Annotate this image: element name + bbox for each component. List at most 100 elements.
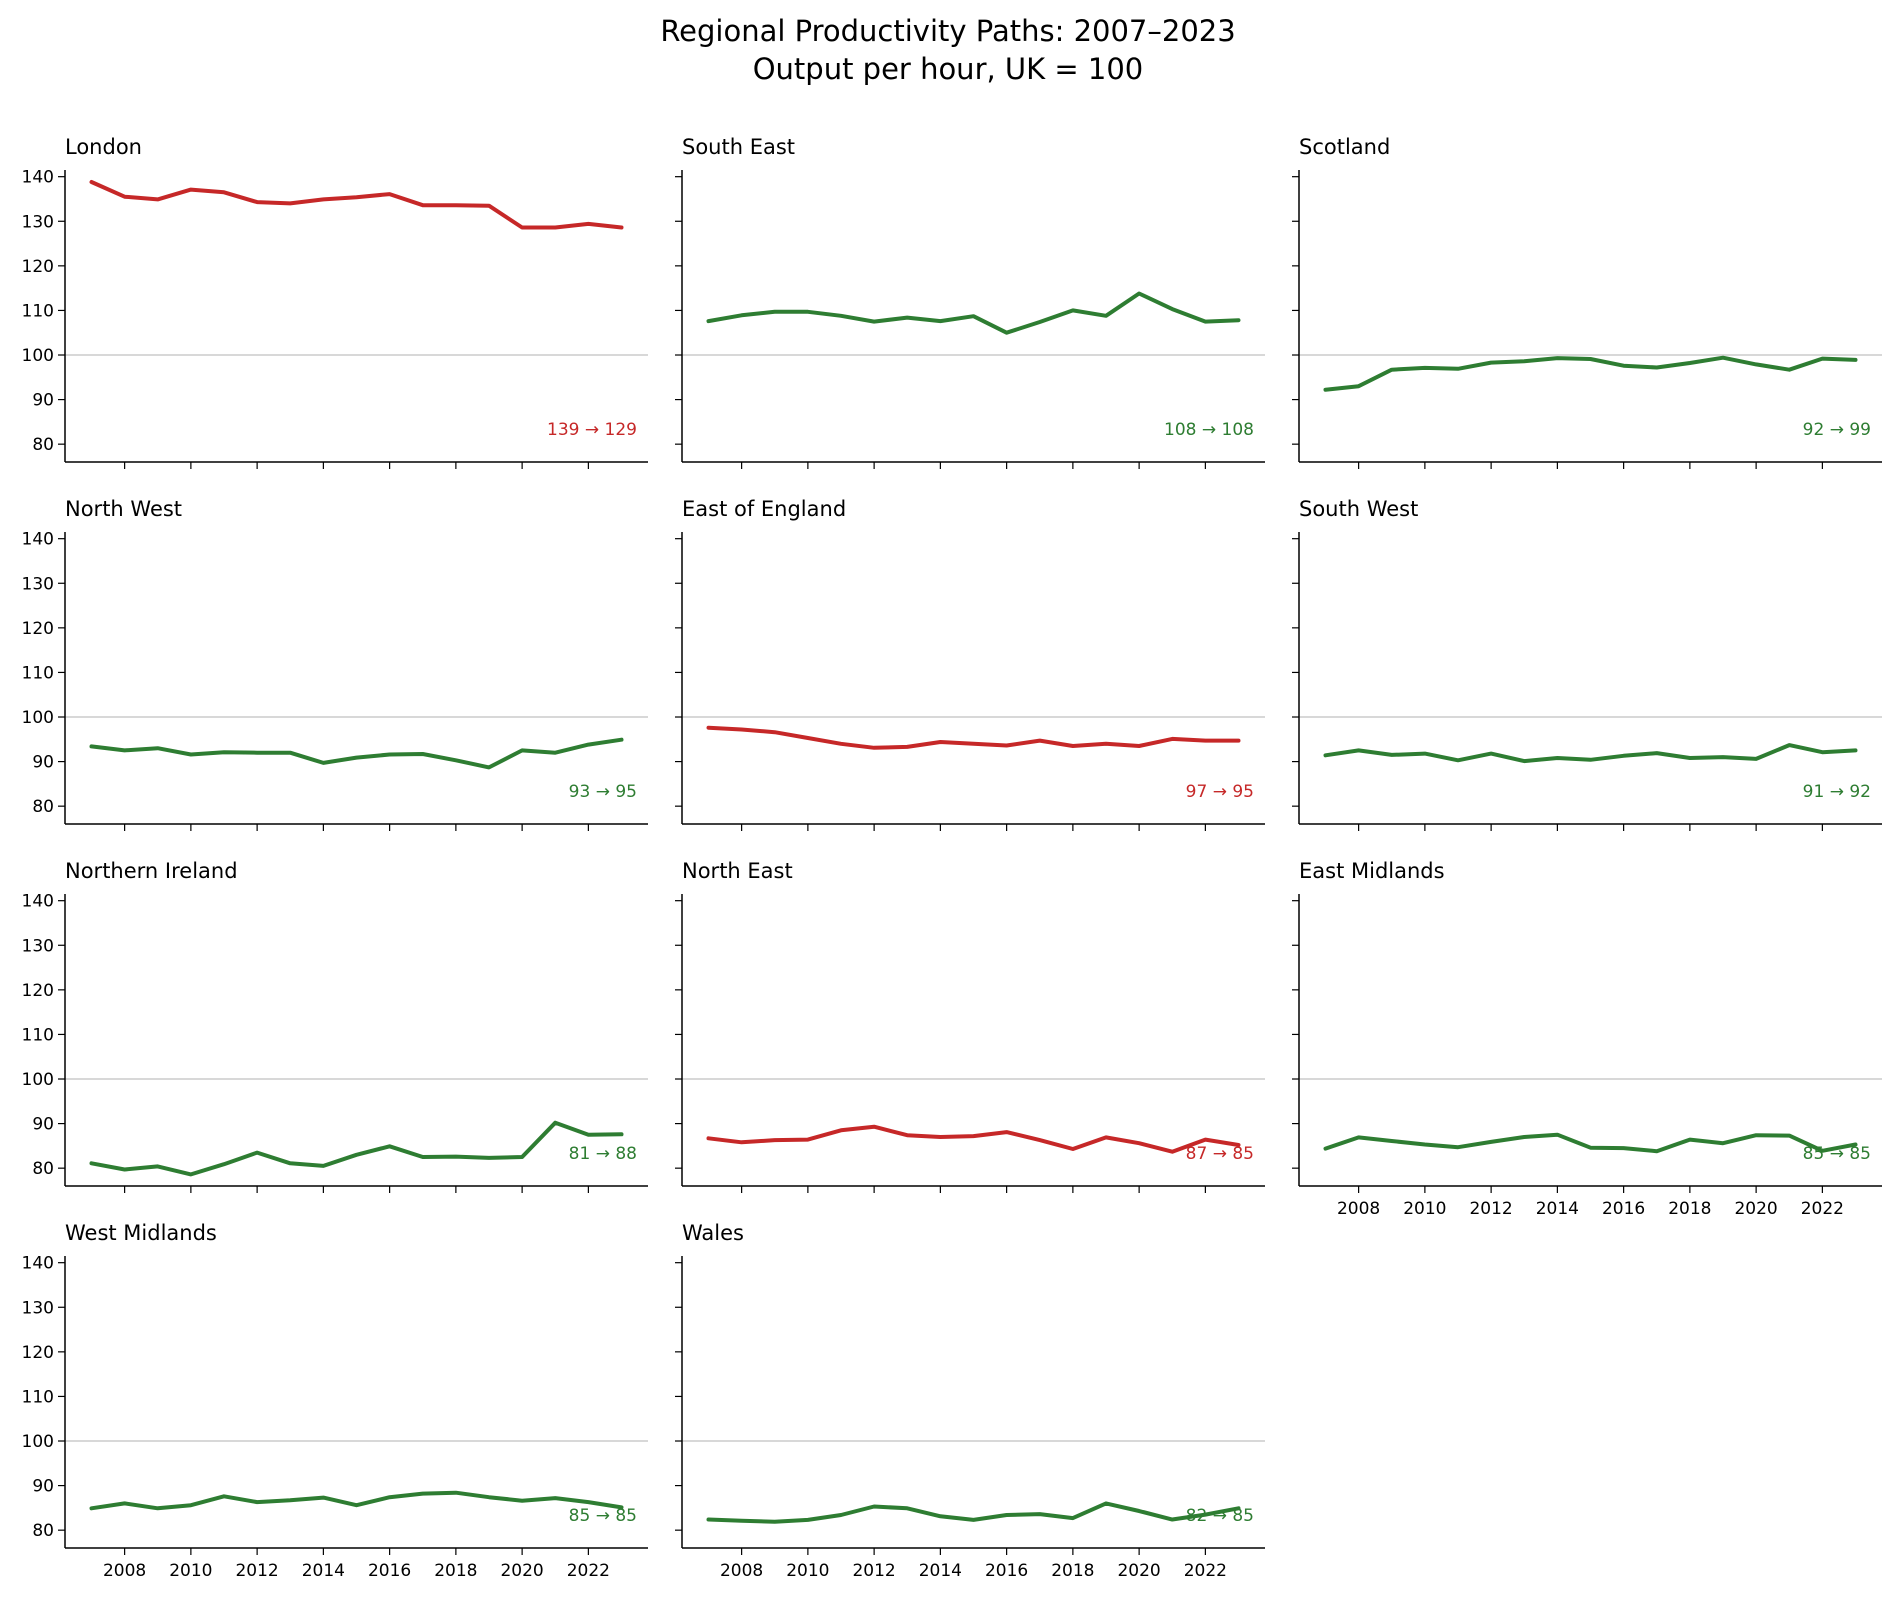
- panel-scotland: Scotland 92 → 99: [1292, 135, 1882, 469]
- x-tick-label: 2014: [1536, 1199, 1579, 1219]
- panel-title: South East: [682, 135, 795, 159]
- y-tick-label: 100: [22, 708, 54, 728]
- y-tick-label: 110: [22, 301, 54, 321]
- y-tick-label: 90: [32, 753, 54, 773]
- x-tick-label: 2020: [1734, 1199, 1777, 1219]
- x-tick-label: 2014: [302, 1561, 345, 1581]
- panel-south-west: South West 91 → 92: [1292, 497, 1882, 831]
- series-line-south-west: [1323, 743, 1858, 764]
- y-tick-label: 80: [32, 797, 54, 817]
- y-tick-label: 80: [32, 1521, 54, 1541]
- y-tick-label: 90: [32, 1477, 54, 1497]
- panel-north-west: North West 80 90 100 110 120 130 140 93 → 95: [22, 497, 648, 831]
- series-line-east-of-england: [706, 725, 1241, 750]
- panel-title: West Midlands: [65, 1221, 217, 1245]
- panel-title: Northern Ireland: [65, 859, 238, 883]
- change-label: 108 → 108: [1164, 420, 1254, 440]
- series-line-northern-ireland: [89, 1120, 624, 1177]
- x-tick-label: 2010: [1403, 1199, 1446, 1219]
- panels-group: London 80 90 100 110 120 130 140 139 → 129 South …: [22, 135, 1882, 1581]
- change-label: 92 → 99: [1803, 420, 1871, 440]
- change-label: 81 → 88: [569, 1144, 637, 1164]
- panel-title: South West: [1299, 497, 1418, 521]
- series-line-north-east: [706, 1124, 1241, 1154]
- change-label: 85 → 85: [1803, 1144, 1871, 1164]
- panel-london: London 80 90 100 110 120 130 140 139 → 129: [22, 135, 648, 469]
- y-tick-label: 140: [22, 892, 54, 912]
- y-tick-label: 130: [22, 1298, 54, 1318]
- x-tick-label: 2018: [1668, 1199, 1711, 1219]
- panel-title: London: [65, 135, 142, 159]
- x-tick-label: 2016: [1602, 1199, 1645, 1219]
- x-tick-label: 2022: [567, 1561, 610, 1581]
- y-tick-label: 130: [22, 574, 54, 594]
- y-tick-label: 140: [22, 530, 54, 550]
- change-label: 82 → 85: [1186, 1506, 1254, 1526]
- series-line-west-midlands: [89, 1490, 624, 1511]
- x-tick-label: 2010: [169, 1561, 212, 1581]
- y-tick-label: 120: [22, 981, 54, 1001]
- change-label: 85 → 85: [569, 1506, 637, 1526]
- x-tick-label: 2008: [1337, 1199, 1380, 1219]
- change-label: 139 → 129: [547, 420, 637, 440]
- series-line-london: [89, 180, 624, 230]
- y-tick-label: 100: [22, 346, 54, 366]
- y-tick-label: 80: [32, 435, 54, 455]
- y-tick-label: 140: [22, 168, 54, 188]
- y-tick-label: 90: [32, 1115, 54, 1135]
- x-tick-label: 2020: [1117, 1561, 1160, 1581]
- y-tick-label: 110: [22, 1025, 54, 1045]
- y-tick-label: 100: [22, 1070, 54, 1090]
- x-tick-label: 2018: [434, 1561, 477, 1581]
- change-label: 87 → 85: [1186, 1144, 1254, 1164]
- x-tick-label: 2012: [852, 1561, 895, 1581]
- x-tick-label: 2020: [500, 1561, 543, 1581]
- change-label: 91 → 92: [1803, 782, 1871, 802]
- series-line-east-midlands: [1323, 1132, 1858, 1154]
- chart-title: Regional Productivity Paths: 2007–2023: [660, 14, 1235, 48]
- x-tick-label: 2018: [1051, 1561, 1094, 1581]
- x-tick-label: 2022: [1184, 1561, 1227, 1581]
- x-tick-label: 2022: [1801, 1199, 1844, 1219]
- y-tick-label: 130: [22, 936, 54, 956]
- chart-subtitle: Output per hour, UK = 100: [753, 52, 1144, 86]
- panel-northern-ireland: Northern Ireland 80 90 100 110 120 130 140 81 → …: [22, 859, 648, 1193]
- y-tick-label: 100: [22, 1432, 54, 1452]
- panel-title: North East: [682, 859, 793, 883]
- panel-wales: Wales 2008 2010 2012 2014 2016 2018 2020 2022 82 …: [675, 1221, 1265, 1581]
- panel-north-east: North East 87 → 85: [675, 859, 1265, 1193]
- panel-title: East of England: [682, 497, 846, 521]
- series-line-scotland: [1323, 355, 1858, 392]
- x-tick-label: 2014: [919, 1561, 962, 1581]
- y-tick-label: 120: [22, 1343, 54, 1363]
- series-line-south-east: [706, 291, 1241, 335]
- y-tick-label: 130: [22, 212, 54, 232]
- panel-title: Wales: [682, 1221, 744, 1245]
- y-tick-label: 110: [22, 663, 54, 683]
- panel-title: North West: [65, 497, 182, 521]
- x-tick-label: 2012: [235, 1561, 278, 1581]
- y-tick-label: 80: [32, 1159, 54, 1179]
- y-tick-label: 110: [22, 1387, 54, 1407]
- x-tick-label: 2012: [1469, 1199, 1512, 1219]
- panel-title: Scotland: [1299, 135, 1390, 159]
- panel-title: East Midlands: [1299, 859, 1445, 883]
- panel-east-midlands: East Midlands 2008 2010 2012 2014 2016 2018 202…: [1292, 859, 1882, 1219]
- panel-east-of-england: East of England 97 → 95: [675, 497, 1265, 831]
- x-tick-label: 2008: [720, 1561, 763, 1581]
- y-tick-label: 90: [32, 391, 54, 411]
- panel-west-midlands: West Midlands 80 90 100 110 120 130 140 2008 2010…: [22, 1221, 648, 1581]
- x-tick-label: 2016: [985, 1561, 1028, 1581]
- series-line-north-west: [89, 737, 624, 770]
- x-tick-label: 2016: [368, 1561, 411, 1581]
- y-tick-label: 140: [22, 1254, 54, 1274]
- panel-south-east: South East 108 → 108: [675, 135, 1265, 469]
- change-label: 97 → 95: [1186, 782, 1254, 802]
- x-tick-label: 2008: [103, 1561, 146, 1581]
- y-tick-label: 120: [22, 257, 54, 277]
- change-label: 93 → 95: [569, 782, 637, 802]
- series-line-wales: [706, 1501, 1241, 1524]
- y-tick-label: 120: [22, 619, 54, 639]
